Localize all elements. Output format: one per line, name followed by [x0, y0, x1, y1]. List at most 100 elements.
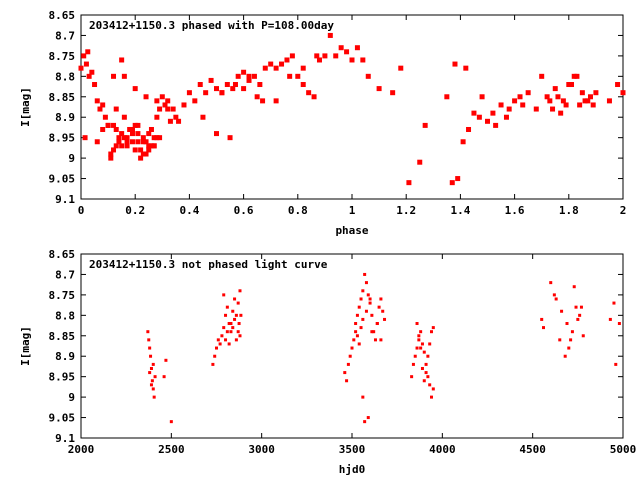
data-point	[246, 77, 252, 83]
data-point	[415, 322, 419, 326]
data-point	[94, 139, 100, 145]
data-point	[422, 350, 426, 354]
chart-title: 203412+1150.3 not phased light curve	[89, 258, 328, 271]
data-point	[241, 86, 247, 92]
data-point	[129, 131, 135, 137]
axis-ticks: 0 0.2 0.4 0.6 0.8 1 1.2 1.4 1.6 1.8 2 8.65 8.7 8.75 8.…	[49, 9, 627, 217]
data-point	[218, 342, 222, 346]
data-point	[129, 139, 135, 145]
data-point	[140, 139, 146, 145]
data-point	[479, 94, 485, 100]
data-point	[540, 317, 544, 321]
data-points	[146, 272, 621, 424]
data-point	[366, 293, 370, 297]
data-point	[148, 346, 152, 350]
data-point	[567, 346, 571, 350]
y-tick-label: 8.95	[49, 371, 76, 384]
data-point	[549, 281, 553, 285]
data-point	[214, 86, 219, 92]
data-point	[113, 106, 119, 112]
data-point	[241, 69, 247, 75]
data-point	[300, 65, 306, 71]
data-point	[424, 362, 428, 366]
data-point	[192, 98, 198, 104]
y-tick-label: 8.85	[49, 330, 76, 343]
data-point	[539, 73, 545, 79]
data-point	[466, 126, 472, 132]
data-point	[429, 395, 433, 399]
data-point	[566, 82, 572, 88]
y-tick-label: 8.85	[49, 91, 76, 104]
data-point	[360, 57, 366, 63]
data-point	[422, 122, 428, 128]
data-point	[143, 94, 149, 100]
data-point	[105, 122, 111, 128]
data-point	[350, 346, 354, 350]
data-point	[300, 82, 306, 88]
data-point	[89, 69, 95, 75]
data-point	[560, 98, 566, 104]
x-tick-label: 0.6	[234, 204, 254, 217]
x-tick-label: 1.4	[450, 204, 470, 217]
data-point	[227, 322, 231, 326]
data-point	[92, 82, 98, 88]
data-point	[151, 135, 157, 141]
data-point	[146, 330, 150, 334]
data-point	[124, 143, 130, 149]
data-point	[234, 313, 238, 317]
data-point	[284, 57, 290, 63]
data-point	[563, 354, 567, 358]
data-point	[97, 106, 103, 112]
data-point	[359, 297, 363, 301]
data-point	[363, 420, 367, 424]
data-point	[452, 61, 458, 67]
data-point	[152, 395, 156, 399]
data-point	[357, 305, 361, 309]
data-point	[316, 57, 322, 63]
data-point	[390, 90, 396, 96]
y-tick-label: 8.8	[55, 70, 75, 83]
data-point	[231, 309, 235, 313]
data-point	[420, 342, 424, 346]
data-point	[429, 330, 433, 334]
data-point	[124, 135, 130, 141]
data-point	[162, 375, 166, 379]
data-point	[86, 73, 92, 79]
y-tick-label: 8.95	[49, 132, 76, 145]
data-point	[143, 139, 149, 145]
data-point	[431, 326, 435, 330]
data-point	[547, 98, 553, 104]
data-point	[463, 65, 469, 71]
data-point	[411, 362, 415, 366]
data-point	[220, 334, 224, 338]
y-tick-label: 8.9	[55, 111, 75, 124]
data-point	[157, 106, 163, 112]
data-point	[366, 416, 370, 420]
data-point	[327, 32, 333, 38]
data-point	[311, 94, 317, 100]
data-point	[295, 73, 301, 79]
data-point	[576, 317, 580, 321]
data-point	[370, 313, 374, 317]
data-point	[132, 122, 138, 128]
data-point	[579, 305, 583, 309]
data-point	[354, 330, 358, 334]
data-point	[135, 122, 141, 128]
data-point	[153, 375, 157, 379]
data-point	[428, 383, 432, 387]
data-point	[147, 338, 151, 342]
data-point	[544, 94, 550, 100]
x-tick-label: 2000	[68, 443, 95, 456]
data-point	[555, 94, 561, 100]
data-point	[363, 272, 367, 276]
data-point	[148, 371, 152, 375]
data-point	[615, 82, 621, 88]
data-point	[379, 338, 383, 342]
data-point	[262, 65, 268, 71]
y-tick-label: 9.1	[55, 432, 75, 445]
data-point	[203, 90, 209, 96]
data-point	[550, 106, 556, 112]
data-point	[151, 362, 155, 366]
y-tick-label: 8.65	[49, 248, 76, 261]
data-point	[361, 395, 365, 399]
